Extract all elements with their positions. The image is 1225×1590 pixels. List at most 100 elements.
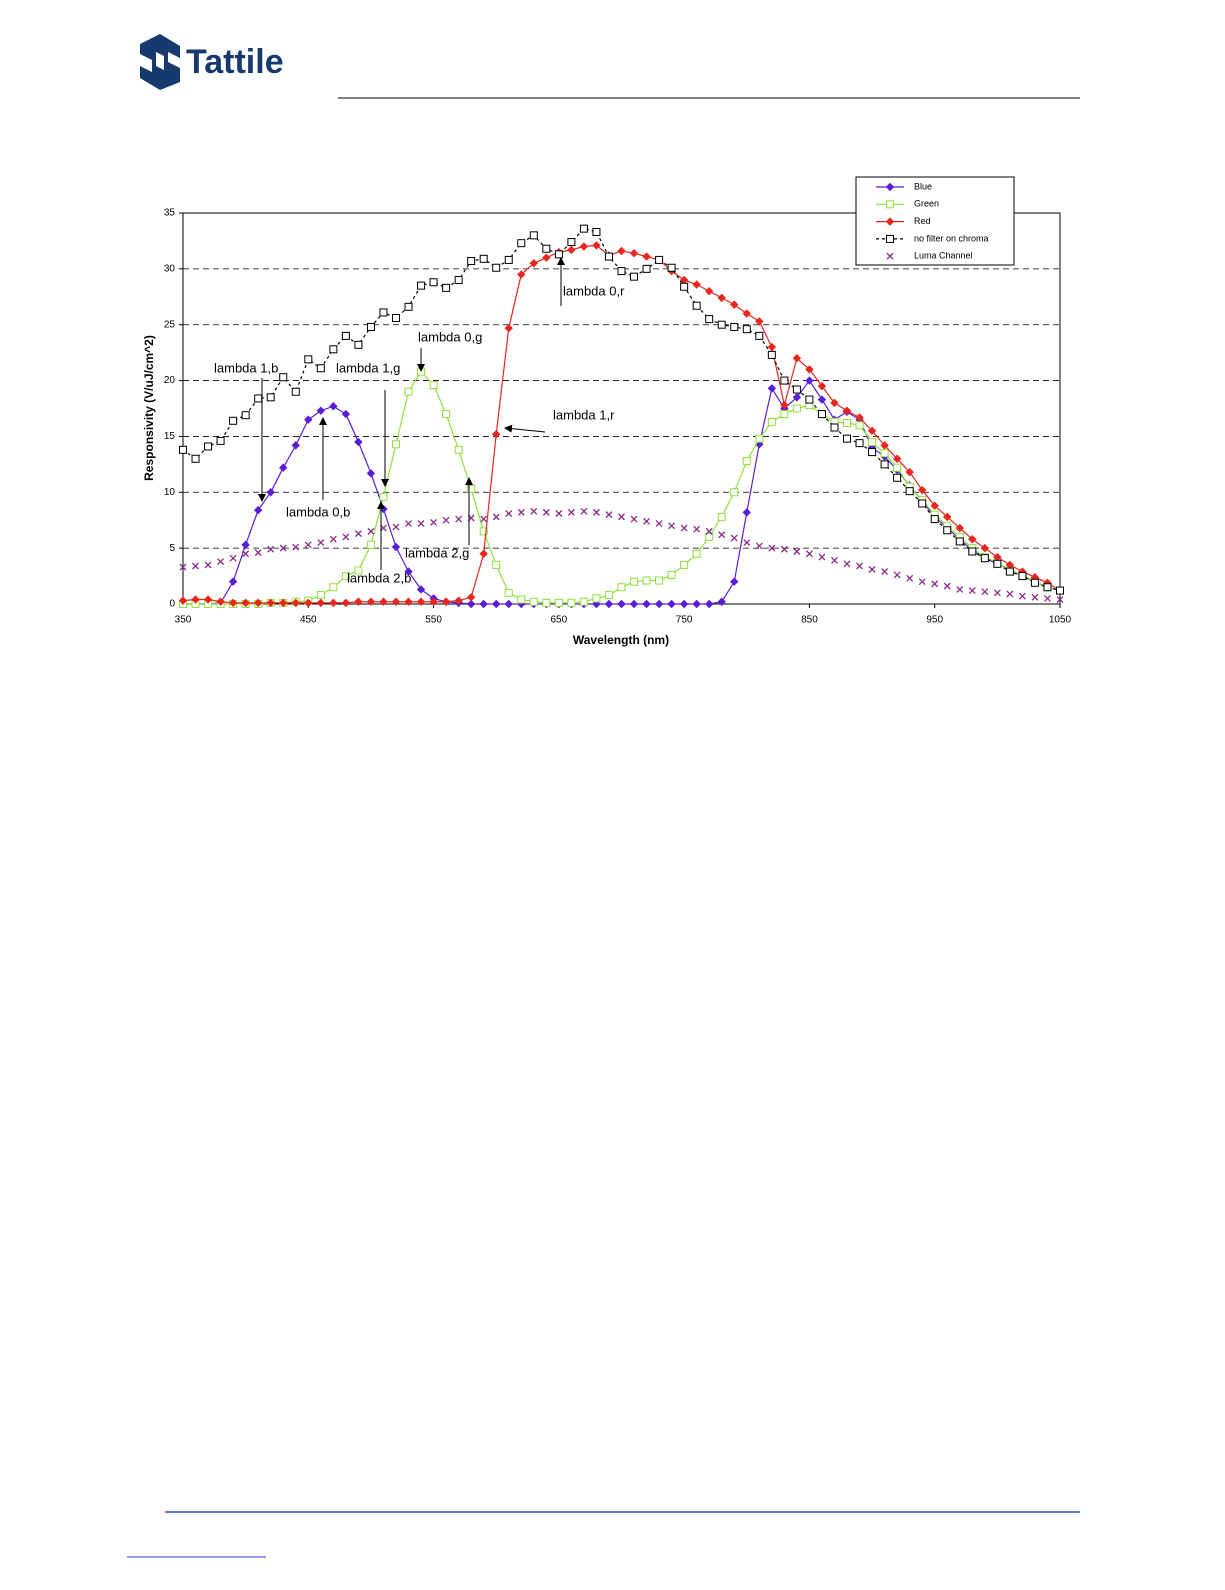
legend-marker bbox=[885, 217, 895, 226]
data-point bbox=[442, 410, 451, 419]
data-point bbox=[868, 448, 877, 457]
data-point bbox=[767, 384, 777, 393]
data-point bbox=[805, 395, 814, 404]
data-point bbox=[229, 416, 238, 425]
data-point bbox=[604, 591, 613, 600]
data-point bbox=[1030, 578, 1039, 587]
logo: Tattile bbox=[140, 34, 284, 90]
data-point bbox=[855, 421, 864, 430]
data-point bbox=[705, 532, 714, 541]
data-point bbox=[179, 563, 187, 571]
data-point bbox=[968, 587, 976, 595]
data-point bbox=[918, 499, 927, 508]
data-point bbox=[730, 488, 739, 497]
data-point bbox=[717, 512, 726, 521]
data-point bbox=[868, 565, 876, 573]
data-point bbox=[517, 595, 526, 604]
data-point bbox=[417, 281, 426, 290]
x-tick-label: 550 bbox=[425, 615, 442, 626]
data-point bbox=[529, 597, 538, 606]
data-point bbox=[341, 598, 351, 608]
data-point bbox=[679, 599, 689, 609]
data-point bbox=[655, 255, 664, 264]
y-tick-label: 0 bbox=[169, 599, 175, 610]
data-point bbox=[629, 249, 639, 258]
data-point bbox=[704, 286, 714, 296]
data-point bbox=[993, 559, 1002, 568]
data-point bbox=[379, 308, 388, 317]
data-point bbox=[680, 560, 689, 569]
x-axis-title: Wavelength (nm) bbox=[573, 633, 669, 647]
annotation: lambda 2,g bbox=[405, 545, 469, 560]
data-point bbox=[1044, 594, 1051, 602]
data-point bbox=[917, 485, 927, 495]
data-point bbox=[705, 527, 713, 535]
data-point bbox=[266, 598, 275, 608]
data-point bbox=[567, 508, 575, 516]
data-point bbox=[266, 488, 275, 497]
data-point bbox=[316, 406, 326, 415]
data-point bbox=[792, 354, 802, 363]
data-point bbox=[956, 586, 964, 593]
data-point bbox=[504, 588, 513, 597]
data-point bbox=[793, 548, 801, 555]
data-point bbox=[955, 523, 964, 533]
data-point bbox=[618, 513, 625, 521]
data-point bbox=[906, 574, 914, 582]
data-point bbox=[267, 545, 275, 553]
data-point bbox=[405, 520, 412, 528]
legend-marker bbox=[886, 252, 894, 260]
data-point bbox=[341, 572, 350, 581]
data-point bbox=[467, 484, 476, 493]
data-point bbox=[1031, 593, 1039, 601]
data-point bbox=[492, 429, 501, 439]
data-point bbox=[805, 365, 814, 374]
data-point bbox=[341, 331, 350, 340]
data-point bbox=[605, 511, 613, 519]
data-point bbox=[654, 599, 664, 609]
data-point bbox=[517, 508, 525, 516]
data-point bbox=[805, 376, 814, 385]
data-point bbox=[454, 276, 463, 285]
data-point bbox=[755, 542, 763, 550]
data-point bbox=[880, 441, 889, 450]
data-point bbox=[391, 542, 401, 552]
data-point bbox=[805, 550, 813, 558]
data-point bbox=[642, 576, 651, 585]
data-point bbox=[391, 440, 400, 449]
data-point bbox=[529, 259, 539, 268]
data-point bbox=[642, 264, 651, 273]
data-point bbox=[342, 533, 350, 541]
data-point bbox=[366, 540, 375, 549]
data-point bbox=[780, 410, 789, 419]
data-point bbox=[316, 364, 325, 373]
data-point bbox=[742, 508, 751, 517]
x-tick-label: 950 bbox=[926, 615, 943, 626]
data-point bbox=[416, 585, 426, 594]
data-point bbox=[943, 582, 951, 590]
legend-label: no filter on chroma bbox=[914, 233, 989, 243]
data-point bbox=[367, 527, 375, 535]
data-point bbox=[692, 599, 701, 609]
data-point bbox=[643, 517, 651, 525]
data-point bbox=[191, 595, 200, 604]
data-point bbox=[517, 270, 526, 279]
data-point bbox=[767, 417, 776, 426]
logo-icon-cut bbox=[156, 52, 164, 70]
data-point bbox=[304, 355, 313, 364]
data-point bbox=[228, 598, 238, 608]
x-tick-label: 750 bbox=[676, 615, 693, 626]
x-tick-label: 650 bbox=[551, 615, 568, 626]
data-point bbox=[579, 597, 588, 606]
data-point bbox=[830, 398, 839, 408]
data-point bbox=[743, 539, 751, 547]
data-point bbox=[767, 350, 776, 359]
data-point bbox=[354, 340, 363, 349]
data-point bbox=[755, 317, 764, 326]
annotation: lambda 0,b bbox=[286, 504, 350, 519]
y-tick-label: 15 bbox=[164, 431, 176, 442]
data-point bbox=[855, 439, 864, 448]
data-point bbox=[717, 320, 726, 329]
data-point bbox=[717, 293, 726, 303]
